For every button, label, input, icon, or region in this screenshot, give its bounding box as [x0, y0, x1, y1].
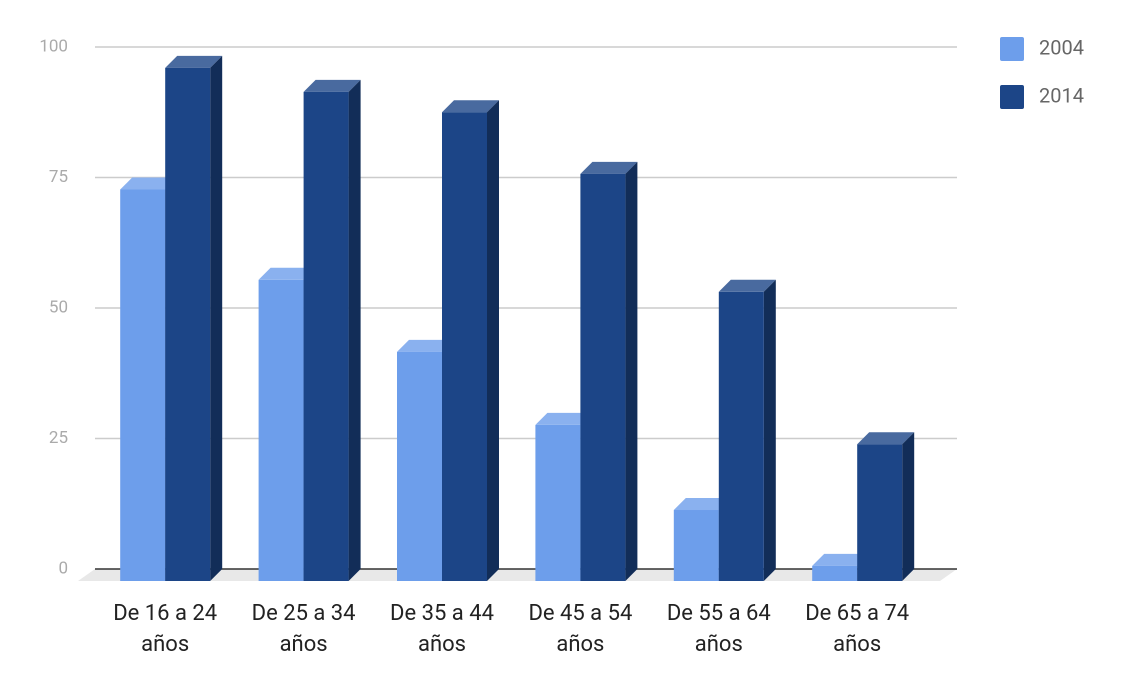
bar [673, 510, 719, 581]
bar-side [348, 79, 361, 582]
legend-swatch [1000, 37, 1024, 61]
bar-top [718, 279, 776, 292]
bar-top [580, 161, 638, 174]
y-tick-label: 50 [49, 297, 68, 317]
legend-label: 2014 [1039, 83, 1084, 107]
bar-top [303, 79, 361, 92]
x-tick-label: De 45 a 54 años [528, 601, 633, 657]
y-tick-label: 0 [58, 558, 68, 578]
y-tick-label: 75 [49, 167, 68, 187]
x-tick-label: De 65 a 74 años [805, 601, 910, 657]
x-tick-label: De 35 a 44 años [390, 601, 494, 657]
y-tick-label: 25 [49, 428, 68, 448]
bar [397, 351, 442, 581]
bar [258, 279, 304, 581]
x-tick-label: De 25 a 34 años [251, 601, 356, 657]
bar-side [902, 432, 915, 581]
bar [442, 112, 487, 581]
bar-top [535, 412, 593, 425]
legend-label: 2004 [1039, 35, 1084, 59]
bar [165, 67, 211, 581]
bar [718, 291, 764, 581]
bar [812, 565, 858, 581]
bar-side [210, 55, 223, 581]
bar [303, 91, 349, 582]
bar-top [397, 339, 454, 352]
bar [857, 444, 903, 581]
bar [535, 424, 581, 581]
bar-top [673, 498, 731, 511]
bar [580, 173, 626, 581]
bar-top [165, 55, 223, 68]
bar-top [258, 267, 316, 280]
legend-swatch [1000, 85, 1024, 109]
y-tick-label: 100 [39, 36, 68, 56]
bar-side [625, 161, 638, 581]
bar-top [812, 553, 870, 566]
x-tick-label: De 16 a 24 años [113, 601, 218, 657]
bar [120, 189, 166, 581]
bar-side [763, 279, 776, 581]
bar-top [120, 177, 178, 190]
bar-side [487, 100, 499, 581]
bar-top [442, 100, 499, 113]
bar-top [857, 432, 915, 445]
x-tick-label: De 55 a 64 años [666, 601, 771, 657]
